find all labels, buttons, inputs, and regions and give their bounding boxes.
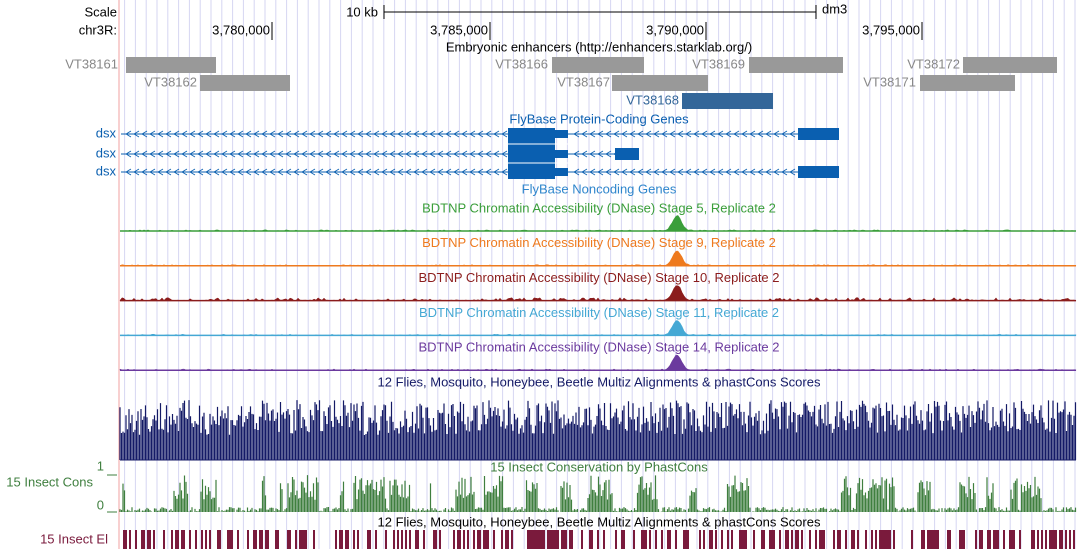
position-label: 3,790,000 (646, 22, 704, 37)
enhancer-label: VT38171 (863, 74, 916, 89)
enhancer (200, 75, 290, 91)
enhancer (682, 93, 773, 109)
scale-label: Scale (84, 4, 117, 19)
track-title: BDTNP Chromatin Accessibility (DNase) St… (419, 305, 779, 320)
enhancer (749, 57, 843, 73)
signal (119, 354, 1077, 371)
exon (555, 168, 568, 176)
enhancer (920, 75, 1015, 91)
strand-arrows (125, 168, 796, 176)
enhancer-label: VT38162 (144, 74, 197, 89)
track-title: FlyBase Noncoding Genes (522, 181, 677, 196)
enhancer-label: VT38172 (907, 56, 960, 71)
track-title: Embryonic enhancers (http://enhancers.st… (446, 39, 752, 54)
exon (508, 128, 555, 179)
signal (119, 250, 1077, 267)
strand-arrows (125, 130, 796, 138)
track-title: BDTNP Chromatin Accessibility (DNase) St… (422, 235, 776, 250)
exon (798, 166, 839, 178)
exon (555, 130, 568, 138)
assembly-label: dm3 (822, 1, 847, 16)
signal (119, 320, 1077, 336)
element-bars (123, 530, 1075, 549)
gene-label: dsx (96, 163, 117, 178)
exon (798, 128, 839, 140)
axis-label: 1 (97, 458, 104, 473)
exon (555, 150, 568, 158)
track-title: 12 Flies, Mosquito, Honeybee, Beetle Mul… (378, 514, 821, 529)
track-title: BDTNP Chromatin Accessibility (DNase) St… (418, 270, 779, 285)
track-title: FlyBase Protein-Coding Genes (509, 111, 689, 126)
enhancer-label: VT38169 (692, 56, 745, 71)
side-label: 15 Insect El (40, 531, 108, 546)
exon (615, 148, 639, 160)
gene-label: dsx (96, 125, 117, 140)
enhancer-label: VT38166 (495, 56, 548, 71)
track-title: BDTNP Chromatin Accessibility (DNase) St… (418, 340, 779, 355)
track-title: 15 Insect Conservation by PhastCons (490, 459, 708, 474)
axis-label: 0 (97, 497, 104, 512)
side-label: 15 Insect Cons (6, 474, 93, 489)
enhancer-label: VT38167 (557, 74, 610, 89)
scale-bar-label: 10 kb (346, 4, 378, 19)
enhancer (126, 57, 216, 73)
signal (119, 215, 1077, 232)
enhancer (552, 57, 644, 73)
position-label: 3,795,000 (862, 22, 920, 37)
enhancer (612, 75, 708, 91)
track-title: 12 Flies, Mosquito, Honeybee, Beetle Mul… (378, 374, 821, 389)
strand-arrows (125, 150, 636, 158)
enhancer-label: VT38168 (626, 92, 679, 107)
gene-label: dsx (96, 145, 117, 160)
enhancer-label: VT38161 (65, 56, 118, 71)
signal (119, 285, 1077, 301)
conservation-bars (119, 400, 1077, 460)
track-title: BDTNP Chromatin Accessibility (DNase) St… (422, 200, 776, 215)
enhancer (963, 57, 1057, 73)
position-label: 3,785,000 (430, 22, 488, 37)
phastcons-bars (119, 475, 1077, 512)
position-label: 3,780,000 (212, 22, 270, 37)
chrom-label: chr3R: (79, 22, 117, 37)
